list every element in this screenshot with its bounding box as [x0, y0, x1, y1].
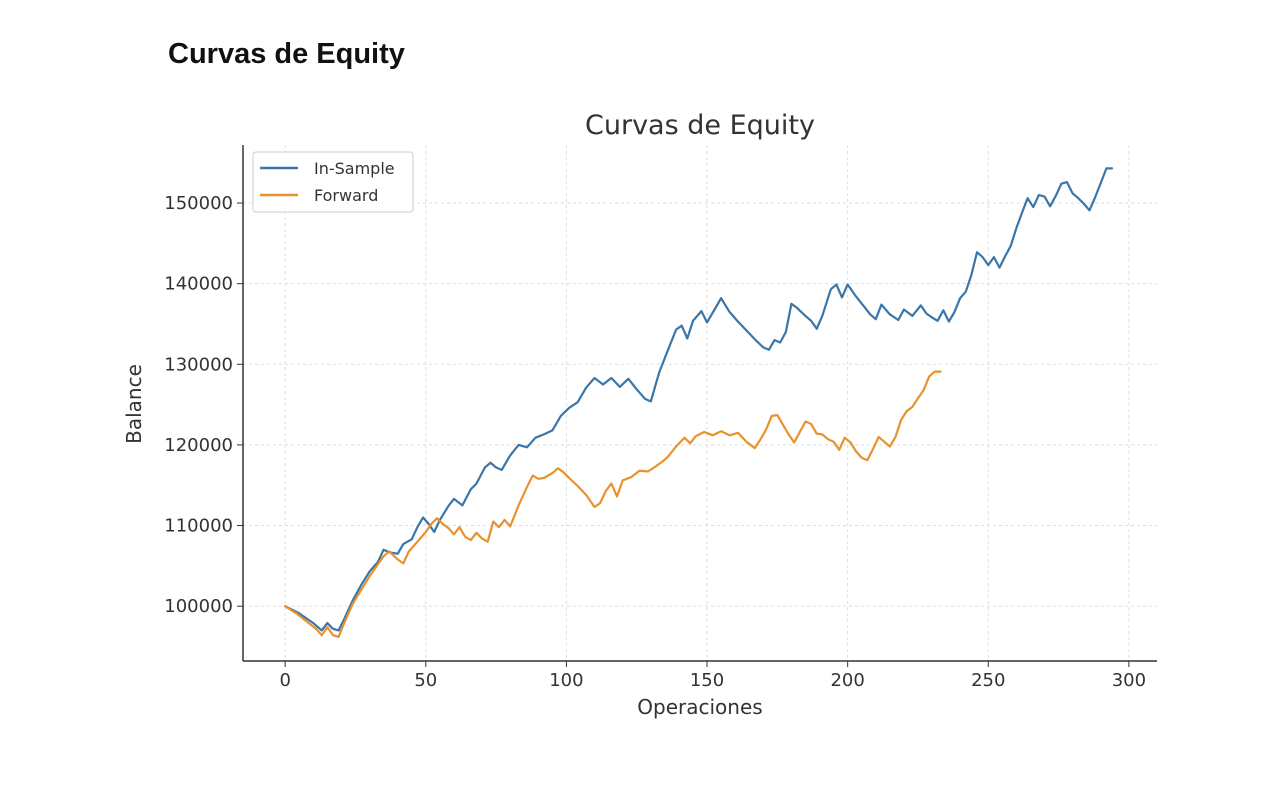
chart-axes [242, 145, 1157, 662]
x-tick-label: 300 [1112, 670, 1146, 691]
x-tick-label: 50 [414, 670, 437, 691]
y-tick-label: 120000 [164, 435, 233, 456]
x-tick-label: 250 [971, 670, 1005, 691]
x-tick-label: 200 [830, 670, 864, 691]
y-tick-label: 110000 [164, 516, 233, 537]
tick-marks: 0 50 100 150 200 250 300 100000 110000 120000 1300… [164, 193, 1146, 691]
chart-title: Curvas de Equity [585, 110, 815, 141]
y-tick-label: 130000 [164, 354, 233, 375]
chart-legend: In-Sample Forward [252, 151, 414, 213]
x-tick-label: 150 [690, 670, 724, 691]
y-tick-label: 140000 [164, 274, 233, 295]
y-tick-label: 100000 [164, 596, 233, 617]
series-lines [284, 167, 1114, 638]
y-tick-label: 150000 [164, 193, 233, 214]
legend-label-1: Forward [314, 186, 378, 205]
x-tick-label: 0 [279, 670, 290, 691]
series-line-1 [284, 370, 942, 638]
grid-lines [243, 145, 1157, 661]
y-axis-label: Balance [122, 364, 146, 444]
legend-label-0: In-Sample [314, 159, 395, 178]
x-axis-label: Operaciones [637, 695, 762, 719]
x-tick-label: 100 [549, 670, 583, 691]
series-line-0 [284, 167, 1114, 632]
page-heading: Curvas de Equity [168, 38, 405, 70]
